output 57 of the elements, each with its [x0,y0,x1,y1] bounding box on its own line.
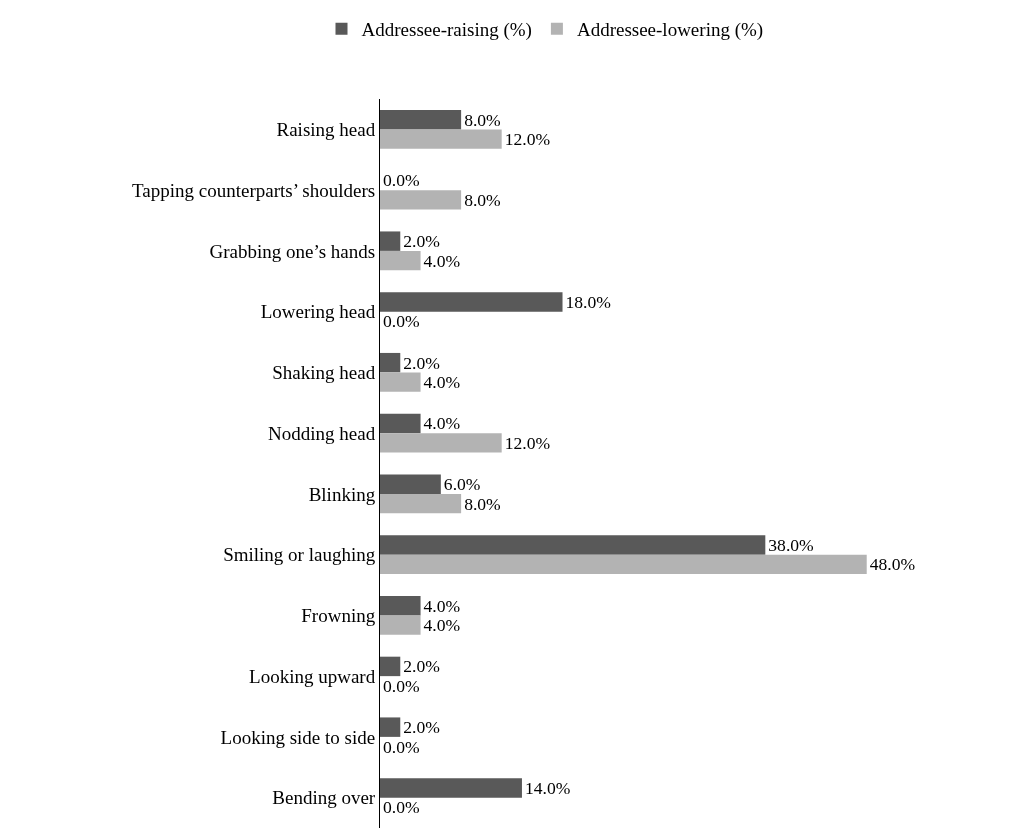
bar [380,109,462,130]
y-tick-label: Shaking head [272,362,376,384]
data-label: 14.0% [524,777,571,798]
data-label: 48.0% [869,554,916,575]
data-label: 0.0% [383,797,420,818]
bar [380,717,401,737]
legend-label: Addressee-lowering (%) [576,19,764,42]
data-label: 4.0% [423,595,461,616]
legend-label: Addressee-raising (%) [361,19,532,42]
bar [380,554,867,575]
y-tick-label: Grabbing one’s hands [209,240,376,262]
bar [380,656,401,677]
data-label: 8.0% [464,109,502,130]
bar [380,250,421,271]
bar [380,595,421,616]
data-label: 12.0% [504,129,551,150]
data-label: 2.0% [403,352,441,373]
data-label: 6.0% [443,474,481,495]
bar [380,190,462,210]
data-label: 0.0% [383,170,420,191]
y-tick-label: Smiling or laughing [223,544,376,566]
bar [380,535,766,555]
data-label: 8.0% [464,493,502,514]
y-tick-label: Blinking [308,483,376,505]
y-tick-label: Nodding head [268,422,376,444]
bar [380,129,502,149]
data-label: 8.0% [464,189,502,210]
bar [380,433,502,453]
y-tick-label: Raising head [276,119,376,141]
bar [380,474,441,494]
data-label: 2.0% [403,231,441,252]
data-label: 18.0% [565,291,612,312]
data-label: 4.0% [423,615,461,636]
bar [380,352,401,373]
data-label: 0.0% [383,311,420,332]
y-tick-label: Bending over [272,787,376,809]
data-label: 38.0% [768,534,815,555]
y-tick-label: Frowning [301,605,376,627]
data-label: 0.0% [383,736,420,757]
bar [380,292,563,312]
data-label: 0.0% [383,675,420,696]
bar [380,413,421,434]
data-label: 2.0% [403,656,441,677]
bar [380,372,421,392]
y-tick-label: Lowering head [260,301,376,323]
bar [380,493,462,514]
data-label: 4.0% [423,250,461,271]
y-tick-label: Looking side to side [220,726,376,748]
bar [380,231,401,251]
bar [380,778,522,798]
y-tick-label: Looking upward [249,665,376,687]
data-label: 4.0% [423,372,461,393]
data-label: 4.0% [423,413,461,434]
data-label: 2.0% [403,717,441,738]
bar [380,615,421,635]
y-tick-label: Tapping counterparts’ shoulders [132,179,376,201]
data-label: 12.0% [504,432,551,453]
